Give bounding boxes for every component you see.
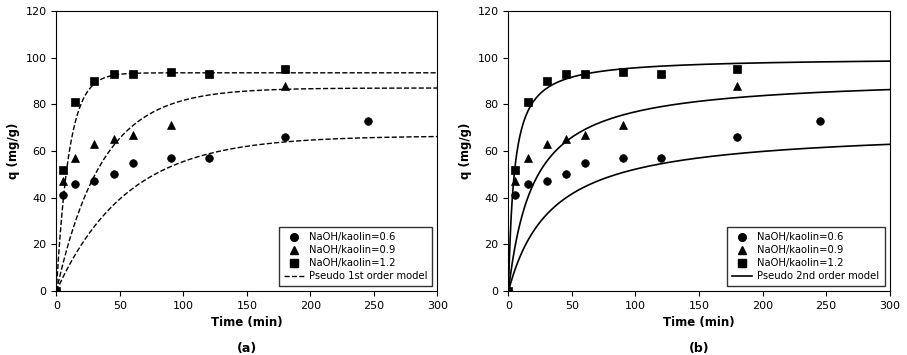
Legend: NaOH/kaolin=0.6, NaOH/kaolin=0.9, NaOH/kaolin=1.2, Pseudo 1st order model: NaOH/kaolin=0.6, NaOH/kaolin=0.9, NaOH/k… bbox=[279, 227, 433, 286]
X-axis label: Time (min): Time (min) bbox=[663, 316, 735, 329]
Legend: NaOH/kaolin=0.6, NaOH/kaolin=0.9, NaOH/kaolin=1.2, Pseudo 2nd order model: NaOH/kaolin=0.6, NaOH/kaolin=0.9, NaOH/k… bbox=[727, 227, 884, 286]
X-axis label: Time (min): Time (min) bbox=[211, 316, 283, 329]
Text: (b): (b) bbox=[688, 342, 709, 355]
Text: (a): (a) bbox=[237, 342, 257, 355]
Y-axis label: q (mg/g): q (mg/g) bbox=[7, 123, 20, 179]
Y-axis label: q (mg/g): q (mg/g) bbox=[459, 123, 472, 179]
